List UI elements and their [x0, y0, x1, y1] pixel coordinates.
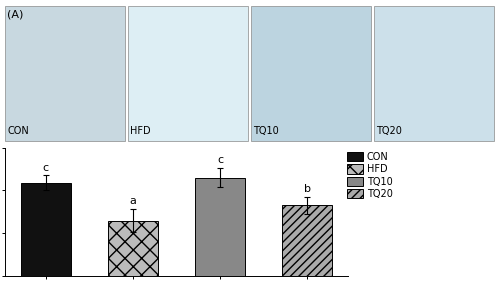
Text: a: a: [130, 196, 136, 206]
Text: CON: CON: [8, 125, 29, 136]
Text: b: b: [304, 184, 310, 194]
Text: HFD: HFD: [130, 125, 151, 136]
FancyBboxPatch shape: [128, 6, 248, 141]
FancyBboxPatch shape: [251, 6, 371, 141]
Bar: [20, 183, 71, 276]
Bar: [282, 206, 333, 276]
Legend: CON, HFD, TQ10, TQ20: CON, HFD, TQ10, TQ20: [346, 150, 395, 201]
FancyBboxPatch shape: [5, 6, 125, 141]
Text: c: c: [43, 163, 49, 173]
Text: (A): (A): [8, 10, 24, 20]
Bar: [108, 221, 158, 276]
Text: c: c: [217, 155, 223, 165]
Text: TQ20: TQ20: [376, 125, 402, 136]
Bar: [195, 178, 246, 276]
Text: TQ10: TQ10: [254, 125, 279, 136]
FancyBboxPatch shape: [374, 6, 494, 141]
